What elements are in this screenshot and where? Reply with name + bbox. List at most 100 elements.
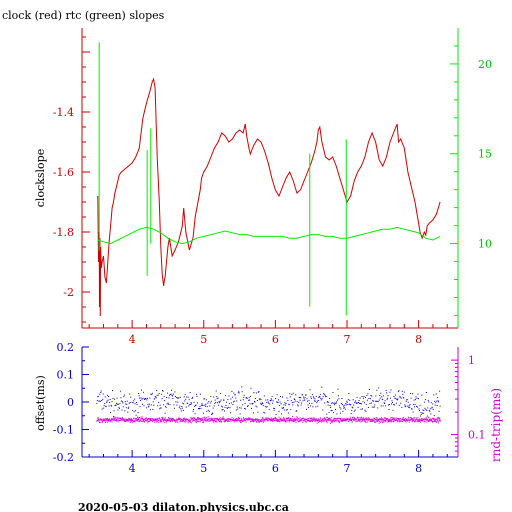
offset-point bbox=[350, 413, 352, 415]
offset-point bbox=[403, 397, 405, 399]
rnd-trip-point bbox=[394, 417, 396, 419]
offset-point bbox=[426, 410, 428, 411]
offset-point bbox=[330, 410, 332, 412]
rnd-trip-point bbox=[259, 419, 261, 421]
offset-point bbox=[307, 400, 308, 402]
rnd-trip-point bbox=[242, 420, 244, 422]
offset-point bbox=[374, 404, 376, 406]
rnd-trip-point bbox=[156, 419, 157, 421]
rnd-trip-point bbox=[439, 419, 441, 421]
offset-point bbox=[167, 392, 168, 394]
x-tick-label: 7 bbox=[343, 333, 350, 346]
rnd-trip-point bbox=[134, 419, 136, 421]
rnd-trip-point bbox=[310, 420, 311, 422]
rnd-trip-point bbox=[431, 418, 433, 420]
rnd-trip-point bbox=[163, 419, 165, 421]
rnd-trip-point bbox=[268, 418, 270, 420]
offset-point bbox=[405, 400, 407, 402]
rnd-trip-point bbox=[295, 420, 297, 422]
rnd-trip-point bbox=[379, 421, 381, 423]
rnd-trip-point bbox=[408, 421, 410, 423]
offset-point bbox=[410, 392, 412, 394]
chart-title: clock (red) rtc (green) slopes bbox=[2, 9, 165, 22]
rnd-trip-point bbox=[263, 421, 265, 423]
offset-point bbox=[110, 404, 112, 406]
offset-point bbox=[395, 402, 397, 404]
rnd-trip-point bbox=[375, 417, 377, 418]
offset-point bbox=[129, 393, 131, 395]
offset-point bbox=[214, 399, 216, 401]
rnd-trip-point bbox=[415, 419, 417, 421]
rnd-trip-point bbox=[299, 420, 301, 422]
rnd-trip-point bbox=[163, 419, 165, 421]
rnd-trip-point bbox=[186, 421, 188, 423]
offset-point bbox=[227, 407, 228, 409]
rnd-trip-point bbox=[193, 418, 195, 420]
rnd-trip-point bbox=[188, 419, 190, 421]
rnd-trip-point bbox=[302, 421, 304, 423]
offset-point bbox=[364, 409, 366, 411]
offset-point bbox=[132, 402, 134, 404]
rnd-trip-point bbox=[286, 417, 288, 419]
offset-point bbox=[375, 395, 377, 397]
rnd-trip-point bbox=[120, 419, 122, 421]
rnd-trip-point bbox=[424, 418, 426, 420]
rnd-trip-point bbox=[349, 416, 351, 418]
rnd-trip-point bbox=[402, 418, 404, 420]
rnd-trip-point bbox=[118, 419, 120, 421]
offset-point bbox=[414, 406, 416, 408]
rnd-trip-point bbox=[218, 420, 220, 422]
offset-point bbox=[151, 394, 153, 396]
rnd-trip-point bbox=[347, 418, 349, 420]
rnd-trip-point bbox=[421, 420, 423, 422]
rnd-trip-point bbox=[331, 419, 333, 421]
y-axis-label: clockslope bbox=[34, 149, 47, 207]
offset-point bbox=[285, 403, 287, 404]
rnd-trip-point bbox=[343, 420, 345, 422]
rnd-trip-point bbox=[116, 418, 118, 420]
offset-point bbox=[410, 397, 412, 399]
rnd-trip-point bbox=[346, 418, 347, 420]
rnd-trip-point bbox=[114, 416, 116, 418]
rnd-trip-point bbox=[302, 417, 304, 419]
offset-point bbox=[415, 398, 416, 400]
offset-point bbox=[249, 399, 251, 401]
offset-point bbox=[322, 396, 324, 398]
offset-point bbox=[193, 409, 195, 410]
offset-point bbox=[253, 392, 255, 394]
rnd-trip-point bbox=[214, 419, 216, 421]
offset-point bbox=[434, 400, 436, 402]
rnd-trip-point bbox=[306, 418, 308, 420]
rnd-trip-point bbox=[346, 418, 348, 420]
rnd-trip-point bbox=[368, 419, 370, 421]
rnd-trip-point bbox=[288, 420, 290, 422]
rnd-trip-point bbox=[425, 417, 427, 419]
rnd-trip-point bbox=[190, 422, 192, 424]
rnd-trip-point bbox=[378, 420, 379, 422]
rnd-trip-point bbox=[384, 418, 386, 420]
rnd-trip-point bbox=[411, 419, 413, 421]
rnd-trip-point bbox=[398, 418, 400, 420]
rnd-trip-point bbox=[270, 420, 272, 422]
offset-point bbox=[299, 399, 301, 401]
rnd-trip-point bbox=[187, 418, 189, 420]
rnd-trip-point bbox=[173, 419, 175, 420]
rnd-trip-point bbox=[365, 420, 366, 422]
offset-point bbox=[342, 405, 344, 407]
rnd-trip-point bbox=[411, 421, 413, 423]
rnd-trip-point bbox=[385, 420, 387, 422]
rnd-trip-point bbox=[140, 418, 142, 420]
offset-point bbox=[408, 405, 410, 407]
rnd-trip-point bbox=[313, 417, 315, 419]
offset-point bbox=[341, 404, 343, 405]
rnd-trip-point bbox=[437, 421, 439, 422]
rnd-trip-point bbox=[214, 420, 216, 422]
rnd-trip-point bbox=[361, 420, 363, 422]
rnd-trip-point bbox=[115, 417, 117, 419]
rnd-trip-point bbox=[269, 418, 271, 420]
rnd-trip-point bbox=[261, 419, 263, 420]
offset-point bbox=[344, 408, 346, 410]
y-axis-label: offset(ms) bbox=[34, 375, 47, 431]
offset-point bbox=[100, 392, 102, 393]
rnd-trip-point bbox=[299, 417, 301, 419]
